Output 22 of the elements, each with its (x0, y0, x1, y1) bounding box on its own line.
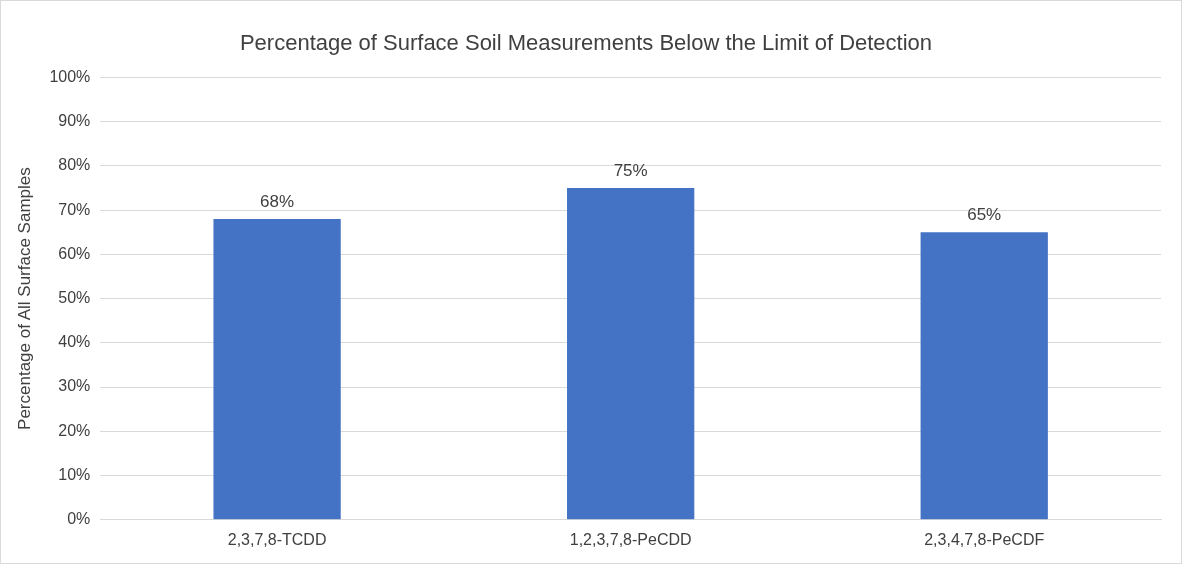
x-tick-label: 2,3,4,7,8-PeCDF (924, 530, 1045, 548)
y-tick-label: 20% (58, 421, 91, 439)
bar (567, 188, 695, 520)
y-tick-label: 30% (58, 377, 91, 395)
x-tick-label: 2,3,7,8-TCDD (227, 530, 327, 548)
chart-title: Percentage of Surface Soil Measurements Below the Limit of Detection (239, 30, 933, 56)
y-tick-label: 0% (67, 510, 91, 528)
y-tick-label: 70% (58, 200, 91, 218)
x-tick-label: 1,2,3,7,8-PeCDD (569, 530, 692, 548)
y-tick-label: 50% (58, 289, 91, 307)
bar (920, 232, 1048, 520)
y-axis-title: Percentage of All Surface Samples (14, 167, 34, 430)
y-tick-label: 90% (58, 112, 91, 130)
y-tick-label: 80% (58, 156, 91, 174)
y-tick-label: 10% (58, 465, 91, 483)
bar (213, 218, 341, 520)
y-tick-label: 60% (58, 244, 91, 262)
y-tick-label: 40% (58, 333, 91, 351)
data-label: 68% (260, 192, 295, 212)
data-label: 65% (967, 205, 1002, 225)
y-tick-label: 100% (49, 67, 91, 85)
data-label: 75% (613, 161, 648, 181)
